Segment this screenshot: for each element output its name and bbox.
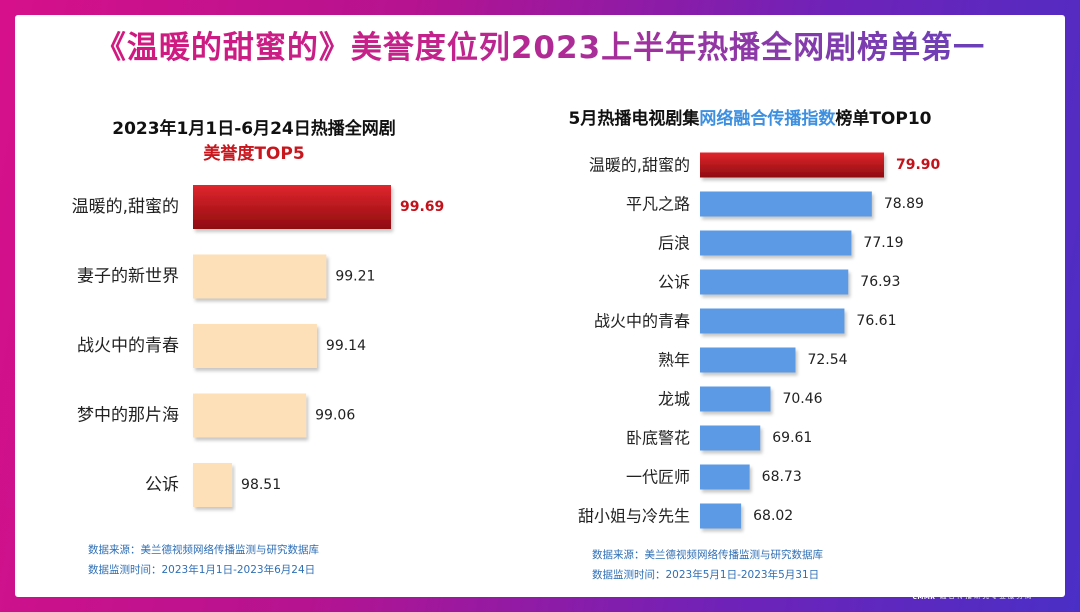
category-label: 温暖的,甜蜜的 [72, 197, 179, 217]
category-label: 平凡之路 [626, 195, 690, 214]
category-label: 战火中的青春 [594, 312, 690, 331]
bar [700, 191, 872, 217]
bar [193, 254, 327, 299]
category-label: 龙城 [658, 390, 690, 409]
left-source-note: 数据来源：美兰德视频网络传播监测与研究数据库 数据监测时间：2023年1月1日-… [88, 540, 319, 580]
left-period-line: 数据监测时间：2023年1月1日-2023年6月24日 [88, 564, 316, 576]
bar [700, 503, 742, 529]
category-label: 一代匠师 [626, 468, 690, 487]
category-label: 妻子的新世界 [77, 267, 179, 287]
right-bar-chart: 温暖的,甜蜜的 79.90 平凡之路 78.89 后浪 77.19 公诉 76.93 战火中的青… [578, 152, 941, 529]
category-label: 公诉 [145, 475, 179, 495]
value-label: 99.21 [335, 269, 375, 285]
value-label: 98.51 [241, 477, 281, 493]
category-label: 甜小姐与冷先生 [578, 507, 690, 526]
value-label: 70.46 [782, 391, 822, 407]
bar [193, 393, 307, 438]
category-label: 后浪 [658, 234, 690, 253]
bar [700, 269, 849, 295]
value-label: 99.14 [326, 338, 366, 354]
bar [193, 185, 391, 229]
category-label: 战火中的青春 [77, 336, 179, 356]
category-label: 卧底警花 [626, 429, 690, 448]
value-label: 78.89 [884, 196, 924, 212]
value-label: 72.54 [807, 352, 847, 368]
brand-logo: M CMMR 美兰德传播咨询 融合传播研究专业服务商 [912, 568, 1062, 604]
value-label: 76.93 [860, 274, 900, 290]
left-chart-title: 2023年1月1日-6月24日热播全网剧 [112, 119, 396, 139]
category-label: 公诉 [658, 273, 690, 292]
category-label: 熟年 [658, 351, 690, 370]
page-title: 《温暖的甜蜜的》美誉度位列2023上半年热播全网剧榜单第一 [94, 30, 986, 66]
cmmr-logo-icon: M CMMR [912, 571, 936, 601]
right-period-line: 数据监测时间：2023年5月1日-2023年5月31日 [592, 569, 820, 581]
value-label: 69.61 [772, 430, 812, 446]
logo-mark-small: CMMR [912, 594, 936, 601]
bar [700, 347, 796, 373]
bar [193, 463, 233, 507]
content-card [15, 15, 1065, 597]
bar [193, 324, 317, 368]
bar [700, 464, 750, 490]
left-chart-subtitle: 美誉度TOP5 [203, 144, 305, 164]
right-source-note: 数据来源：美兰德视频网络传播监测与研究数据库 数据监测时间：2023年5月1日-… [592, 545, 823, 585]
right-title-prefix: 5月热播电视剧集 [568, 109, 700, 129]
left-source-line: 数据来源：美兰德视频网络传播监测与研究数据库 [88, 544, 319, 556]
category-label: 梦中的那片海 [77, 406, 179, 426]
logo-mark-letter: M [912, 569, 936, 597]
value-label: 76.61 [856, 313, 896, 329]
bar [700, 152, 884, 178]
bar [700, 386, 771, 412]
right-source-line: 数据来源：美兰德视频网络传播监测与研究数据库 [592, 549, 823, 561]
bar [700, 425, 761, 451]
value-label: 77.19 [863, 235, 903, 251]
right-title-suffix: 榜单TOP10 [835, 109, 932, 129]
right-chart-title: 5月热播电视剧集网络融合传播指数榜单TOP10 [520, 104, 980, 129]
value-label: 79.90 [896, 157, 941, 173]
left-bar-chart: 温暖的,甜蜜的 99.69 妻子的新世界 99.21 战火中的青春 99.14 梦中的那片海… [72, 185, 444, 507]
value-label: 68.73 [762, 469, 802, 485]
value-label: 99.06 [315, 408, 355, 424]
right-title-highlight: 网络融合传播指数 [699, 109, 836, 129]
value-label: 68.02 [753, 508, 793, 524]
logo-tagline: 融合传播研究专业服务商 [939, 591, 1034, 600]
bar [700, 308, 845, 334]
value-label: 99.69 [400, 199, 444, 215]
logo-name: 美兰德传播咨询 [939, 571, 1063, 592]
category-label: 温暖的,甜蜜的 [589, 156, 690, 175]
bar [700, 230, 852, 256]
